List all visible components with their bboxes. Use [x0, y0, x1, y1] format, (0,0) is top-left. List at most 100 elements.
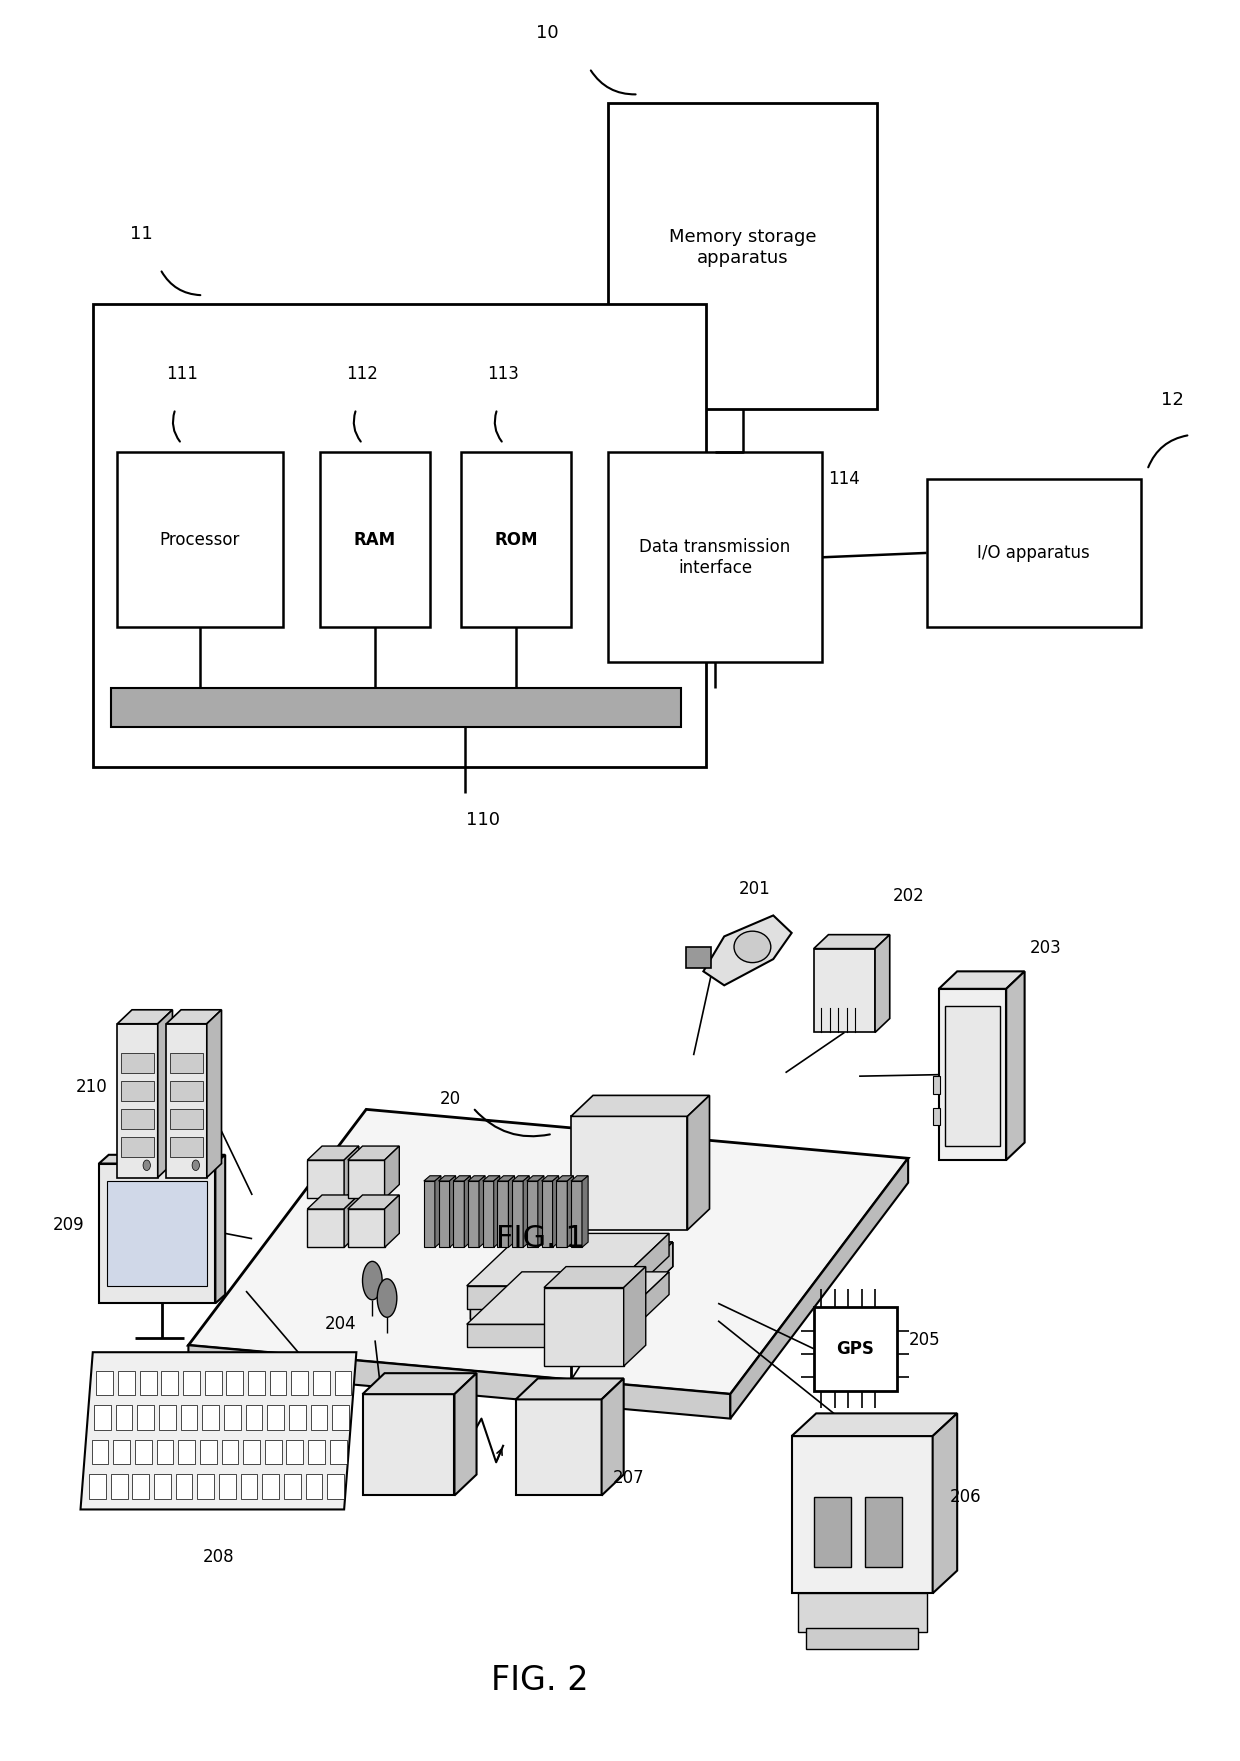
Polygon shape — [99, 1164, 216, 1303]
Polygon shape — [308, 1196, 358, 1210]
Bar — [154, 1474, 171, 1499]
Text: 111: 111 — [166, 365, 197, 382]
Bar — [306, 1474, 322, 1499]
Polygon shape — [939, 972, 1024, 990]
Text: 205: 205 — [909, 1331, 940, 1349]
Polygon shape — [99, 1155, 226, 1164]
Polygon shape — [455, 1374, 476, 1495]
Polygon shape — [614, 1233, 670, 1308]
Bar — [263, 1474, 279, 1499]
Polygon shape — [497, 1176, 515, 1182]
Bar — [224, 1405, 241, 1430]
Polygon shape — [188, 1109, 908, 1395]
Bar — [161, 1370, 179, 1395]
Text: FIG. 1: FIG. 1 — [496, 1224, 585, 1254]
Text: 114: 114 — [828, 470, 861, 488]
Bar — [608, 104, 878, 409]
Bar — [122, 1053, 154, 1072]
Polygon shape — [557, 1176, 573, 1182]
Bar — [312, 1370, 330, 1395]
Bar — [113, 1440, 130, 1465]
Bar — [92, 1440, 108, 1465]
Polygon shape — [470, 1242, 673, 1294]
Bar — [460, 453, 570, 627]
Polygon shape — [544, 1266, 646, 1287]
Text: 12: 12 — [1161, 391, 1184, 409]
Polygon shape — [516, 1400, 601, 1495]
Polygon shape — [384, 1146, 399, 1199]
Polygon shape — [482, 1182, 494, 1247]
Ellipse shape — [192, 1160, 200, 1171]
Bar — [138, 1405, 154, 1430]
Polygon shape — [207, 1009, 222, 1178]
Polygon shape — [118, 1009, 172, 1023]
Polygon shape — [614, 1271, 670, 1347]
Polygon shape — [1006, 972, 1024, 1160]
Bar — [170, 1053, 203, 1072]
Polygon shape — [557, 1182, 567, 1247]
Text: 10: 10 — [536, 25, 559, 42]
Bar — [133, 1474, 149, 1499]
Polygon shape — [538, 1176, 544, 1247]
Bar — [686, 947, 711, 969]
Polygon shape — [384, 1196, 399, 1247]
Bar — [118, 1370, 135, 1395]
Bar — [246, 1405, 263, 1430]
Polygon shape — [470, 1294, 618, 1319]
Polygon shape — [439, 1176, 456, 1182]
Text: I/O apparatus: I/O apparatus — [977, 544, 1090, 562]
Text: 110: 110 — [466, 810, 500, 829]
Polygon shape — [542, 1176, 559, 1182]
Polygon shape — [482, 1176, 500, 1182]
Polygon shape — [508, 1176, 515, 1247]
Bar — [227, 1370, 243, 1395]
Polygon shape — [81, 1352, 356, 1509]
Polygon shape — [791, 1435, 932, 1594]
Text: Processor: Processor — [160, 530, 241, 549]
Polygon shape — [345, 1146, 358, 1199]
Polygon shape — [347, 1146, 399, 1160]
Text: 210: 210 — [76, 1078, 108, 1095]
Polygon shape — [791, 1414, 957, 1435]
Bar — [291, 1370, 309, 1395]
Text: 20: 20 — [439, 1090, 460, 1108]
Bar — [181, 1405, 197, 1430]
Polygon shape — [166, 1009, 222, 1023]
Bar — [926, 479, 1141, 627]
Bar — [115, 1405, 133, 1430]
Polygon shape — [347, 1160, 384, 1199]
Bar — [932, 1108, 940, 1125]
Polygon shape — [466, 1286, 614, 1308]
Polygon shape — [347, 1210, 384, 1247]
Polygon shape — [308, 1160, 345, 1199]
Bar — [945, 1006, 1001, 1146]
Polygon shape — [188, 1345, 730, 1419]
Bar — [310, 1405, 327, 1430]
Bar — [122, 1138, 154, 1157]
Bar — [159, 1405, 176, 1430]
Bar — [170, 1138, 203, 1157]
Polygon shape — [470, 1294, 618, 1319]
Polygon shape — [875, 935, 890, 1032]
Bar — [268, 1405, 284, 1430]
Bar — [219, 1474, 236, 1499]
Polygon shape — [570, 1176, 588, 1182]
Bar — [797, 1594, 926, 1632]
Text: RAM: RAM — [353, 530, 396, 549]
Polygon shape — [308, 1210, 345, 1247]
Polygon shape — [470, 1294, 618, 1319]
Bar — [94, 1405, 110, 1430]
Polygon shape — [516, 1379, 624, 1400]
Polygon shape — [527, 1182, 538, 1247]
Bar — [330, 1440, 346, 1465]
Polygon shape — [567, 1176, 573, 1247]
Polygon shape — [308, 1146, 358, 1160]
Polygon shape — [512, 1182, 523, 1247]
Polygon shape — [454, 1182, 464, 1247]
Polygon shape — [470, 1242, 673, 1294]
Ellipse shape — [734, 932, 771, 963]
Bar — [170, 1109, 203, 1129]
Polygon shape — [450, 1176, 456, 1247]
Polygon shape — [939, 990, 1006, 1160]
Bar — [170, 1081, 203, 1101]
